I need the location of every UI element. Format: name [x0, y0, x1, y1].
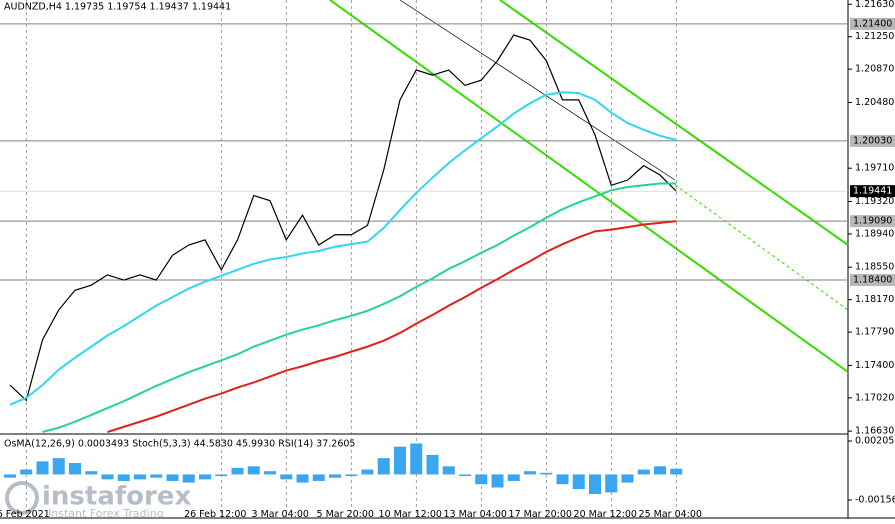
y-tick-label: 1.21630	[855, 0, 894, 10]
osma-bar	[491, 474, 504, 488]
x-tick-label: 17 Mar 20:00	[509, 509, 572, 520]
current-price-box	[850, 185, 895, 198]
level-label-box	[850, 274, 895, 287]
osma-bar	[4, 474, 16, 478]
x-tick-label: 16 Feb 2021	[0, 509, 50, 520]
osma-bar	[85, 471, 98, 475]
y-tick-label: 1.17790	[855, 327, 894, 338]
osma-bar	[507, 474, 520, 481]
osma-bar	[572, 474, 585, 490]
watermark-logo	[5, 481, 39, 515]
osma-bar	[199, 474, 211, 480]
y-tick-label: 1.19710	[855, 163, 894, 174]
level-label: 1.20030	[853, 135, 892, 146]
y-tick-label: 1.17400	[855, 360, 894, 371]
series-line	[107, 220, 677, 433]
osma-bar	[361, 469, 374, 475]
osma-bar	[426, 454, 439, 475]
osma-bar	[670, 468, 683, 475]
level-label-box	[850, 17, 895, 30]
osma-bar	[69, 463, 81, 475]
osma-bar	[637, 469, 650, 475]
watermark-brand: instaforex	[42, 482, 192, 512]
osma-bar	[52, 458, 65, 475]
osma-bar	[182, 474, 195, 483]
x-tick-label: 5 Mar 20:00	[317, 509, 374, 520]
y-tick-label: 1.18940	[855, 228, 894, 239]
x-tick-label: 20 Mar 12:00	[574, 509, 637, 520]
level-label: 1.19090	[853, 216, 892, 227]
y-tick-label: 1.17020	[855, 392, 894, 403]
y-tick-label: 1.16630	[855, 426, 894, 437]
y-tick-label: 1.18170	[855, 294, 894, 305]
osma-bar	[166, 474, 179, 481]
osma-bar	[377, 458, 390, 475]
osma-bar	[20, 469, 33, 475]
osma-bar	[605, 474, 618, 493]
series-line	[9, 34, 677, 402]
osma-bar	[231, 467, 244, 475]
level-label-box	[850, 215, 895, 228]
osma-bar	[247, 466, 260, 475]
osma-bar	[280, 474, 293, 480]
osma-bar	[394, 446, 406, 475]
trend-line	[399, 0, 676, 181]
osma-bar	[442, 466, 455, 475]
chart-title: AUDNZD,H4 1.19735 1.19754 1.19437 1.1944…	[4, 2, 231, 13]
indicator-tick-label: -0.001567	[855, 495, 895, 506]
osma-bar	[475, 474, 488, 485]
osma-bar	[134, 474, 146, 480]
watermark-tagline: Instant Forex Trading	[48, 507, 164, 520]
osma-bar	[36, 461, 49, 475]
current-price-label: 1.19441	[853, 186, 892, 197]
indicator-title: OsMA(12,26,9) 0.0003493 Stoch(5,3,3) 44.…	[4, 439, 355, 450]
osma-bar	[459, 474, 471, 477]
indicator-tick-label: 0.0020505	[855, 436, 895, 447]
osma-bar	[101, 474, 114, 480]
osma-bar	[540, 472, 553, 475]
osma-bar	[345, 474, 358, 477]
osma-bar	[296, 474, 309, 483]
x-tick-label: 10 Mar 12:00	[379, 509, 442, 520]
osma-bar	[150, 474, 163, 478]
osma-bar	[215, 474, 228, 477]
osma-bar	[654, 466, 666, 475]
osma-bar	[264, 471, 276, 475]
y-tick-label: 1.21250	[855, 31, 894, 42]
y-tick-label: 1.19320	[855, 196, 894, 207]
osma-bar	[329, 474, 341, 478]
x-tick-label: 13 Mar 04:00	[444, 509, 507, 520]
osma-bar	[589, 474, 601, 495]
series-line	[9, 91, 677, 406]
osma-bar	[312, 474, 325, 481]
x-tick-label: 26 Feb 12:00	[184, 509, 246, 520]
osma-bar	[524, 471, 536, 475]
osma-bar	[556, 474, 569, 485]
level-label: 1.21400	[853, 18, 892, 29]
y-tick-label: 1.20480	[855, 97, 894, 108]
watermark: instaforex Instant Forex Trading	[5, 481, 192, 520]
x-tick-label: 3 Mar 04:00	[252, 509, 309, 520]
osma-bar	[410, 443, 423, 475]
level-label-box	[850, 134, 895, 147]
x-tick-label: 25 Mar 04:00	[639, 509, 702, 520]
y-tick-label: 1.20870	[855, 64, 894, 75]
osma-bar	[621, 474, 634, 483]
channel-line	[499, 0, 849, 246]
osma-bar	[117, 474, 130, 481]
level-label: 1.18400	[853, 275, 892, 286]
series-line	[42, 182, 677, 433]
y-tick-label: 1.18550	[855, 262, 894, 273]
